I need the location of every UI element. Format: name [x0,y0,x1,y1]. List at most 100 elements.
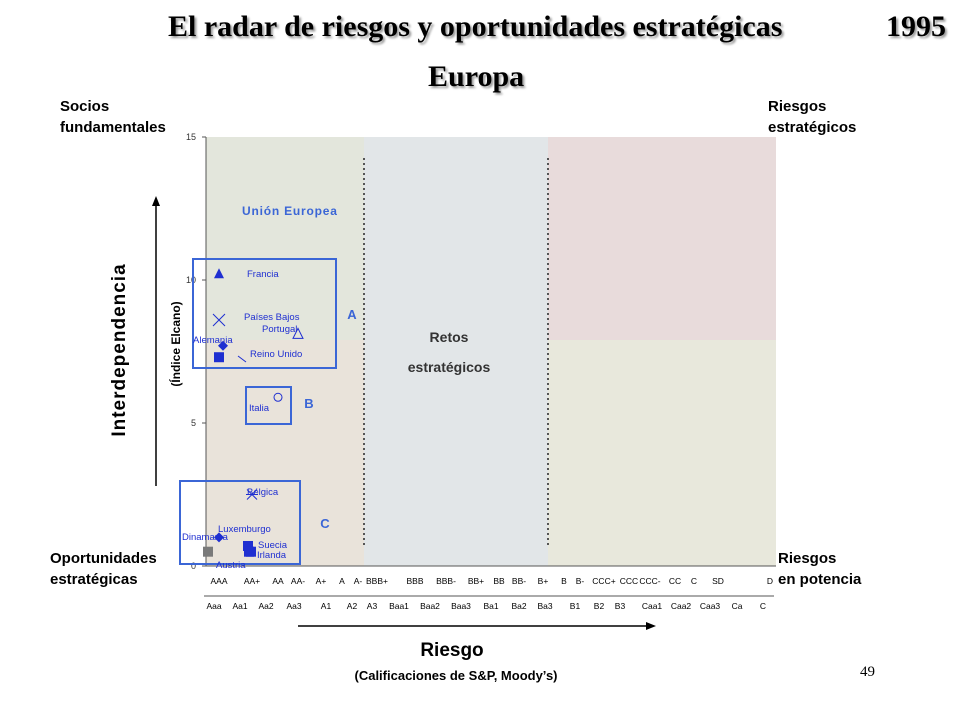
page-number: 49 [860,664,875,680]
group-box-b [245,386,292,425]
point-portugal-label: Portugal [262,324,297,335]
corner-top-right: Riesgos estratégicos [768,96,856,138]
corner-bottom-right: Riesgos en potencia [778,548,861,590]
subtitle: Europa [428,60,525,93]
point-francia [214,268,224,279]
corner-top-left-line2: fundamentales [60,119,166,136]
x-tick-label-sp: AA [272,576,284,586]
point-dinamarca-label: Dinamarca [182,532,229,543]
x-tick-label-sp: A+ [316,576,327,586]
x-tick-label-sp: AA+ [244,576,260,586]
x-tick-label-moodys: Caa2 [671,601,692,611]
x-tick-label-sp: AA- [291,576,305,586]
union-europea-annotation: Unión Europea [242,204,338,218]
center-zone-label-line2: estratégicos [408,359,491,375]
point-austria-label: Austria [216,560,246,571]
point-luxemburgo-label: Luxemburgo [218,524,271,535]
x-tick-label-sp: BB [493,576,505,586]
y-tick-label: 10 [186,275,196,285]
point-suecia-label: Suecia [258,540,288,551]
x-tick-label-sp: B+ [538,576,549,586]
point-irlanda-label: Irlanda [257,550,287,561]
group-box-c [179,480,301,565]
y-axis-title: Interdependencia [109,263,130,437]
corner-top-right-line2: estratégicos [768,119,857,136]
x-tick-label-moodys: Ba2 [511,601,526,611]
point-b-lgica [246,489,258,500]
x-tick-label-sp: BB- [512,576,526,586]
corner-bottom-left: Oportunidades estratégicas [50,548,157,590]
x-tick-label-sp: BBB [406,576,423,586]
year-label: 1995 [886,10,946,43]
point-suecia [243,540,253,551]
point-reino-unido [214,352,224,363]
x-tick-label-sp: BBB+ [366,576,388,586]
x-tick-label-sp: SD [712,576,724,586]
x-tick-label-moodys: B3 [615,601,626,611]
corner-bottom-left-line2: estratégicas [50,571,138,588]
x-tick-label-moodys: Ba3 [537,601,552,611]
x-tick-label-sp: A- [354,576,363,586]
x-tick-label-moodys: Aa3 [286,601,301,611]
x-tick-label-sp: B- [576,576,585,586]
corner-bottom-right-line2: en potencia [778,571,862,588]
corner-bottom-left-line1: Oportunidades [50,550,157,567]
x-tick-label-moodys: Aa2 [258,601,273,611]
x-tick-label-moodys: C [760,601,766,611]
point-irlanda [246,546,256,557]
point-alemania-label: Alemania [193,335,233,346]
group-label: A [347,307,357,322]
x-tick-label-moodys: Caa1 [642,601,663,611]
group-box-a [192,258,337,369]
x-axis-subtitle: (Calificaciones de S&P, Moody’s) [354,668,558,683]
x-tick-label-sp: CCC [620,576,638,586]
main-title: El radar de riesgos y oportunidades estr… [168,10,783,43]
x-tick-label-sp: BBB- [436,576,456,586]
x-tick-label-sp: B [561,576,567,586]
y-tick-label: 15 [186,132,196,142]
y-arrow-head [152,196,160,206]
point-b-lgica-label: Bélgica [247,487,279,498]
point-portugal [292,327,304,339]
x-tick-label-moodys: A3 [367,601,378,611]
center-zone-label-line1: Retos [430,329,469,345]
x-tick-label-moodys: Ba1 [483,601,498,611]
x-tick-label-moodys: Baa3 [451,601,471,611]
group-label: C [320,516,330,531]
point-austria [203,546,213,557]
x-tick-label-sp: CCC+ [592,576,615,586]
point-francia-label: Francia [247,269,279,280]
x-tick-label-moodys: A1 [321,601,332,611]
x-tick-label-sp: C [691,576,697,586]
point-pa-ses-bajos-label: Países Bajos [244,312,300,323]
x-tick-label-sp: CC [669,576,681,586]
x-tick-label-moodys: B2 [594,601,605,611]
x-tick-label-moodys: Baa1 [389,601,409,611]
group-label: B [304,396,313,411]
zone-strategic-risks [548,137,776,340]
corner-bottom-right-line1: Riesgos [778,550,837,567]
x-tick-label-moodys: Aa1 [232,601,247,611]
y-tick-label: 0 [191,561,196,571]
x-tick-label-moodys: Aaa [206,601,221,611]
corner-top-left-line1: Socios [60,98,110,115]
x-tick-label-sp: BB+ [468,576,484,586]
x-tick-label-sp: AAA [210,576,227,586]
x-tick-label-moodys: Caa3 [700,601,721,611]
point-alemania [218,340,228,351]
x-axis-title: Riesgo [420,640,484,661]
point-reino-unido-label: Reino Unido [250,349,302,360]
zone-opportunities [206,340,364,566]
point-pa-ses-bajos [212,313,226,327]
x-arrow-head [646,622,656,630]
x-tick-label-moodys: B1 [570,601,581,611]
y-axis-subtitle: (Índice Elcano) [169,301,183,387]
x-tick-label-sp: A [339,576,345,586]
y-tick-label: 5 [191,418,196,428]
x-tick-label-moodys: Ca [732,601,743,611]
x-tick-label-moodys: A2 [347,601,358,611]
zone-potential-risks [548,340,776,566]
zone-challenges [364,137,548,566]
x-tick-label-moodys: Baa2 [420,601,440,611]
